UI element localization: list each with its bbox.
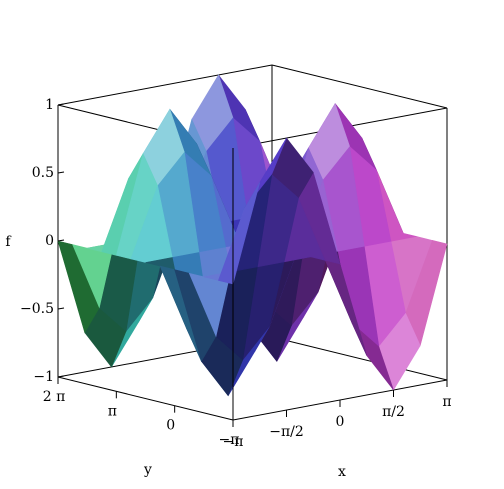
z-tick-label: 0.5 xyxy=(32,165,54,181)
z-tick-label: −0.5 xyxy=(20,301,54,317)
box-edge xyxy=(57,64,273,106)
x-tick-label: π xyxy=(442,394,451,410)
box-edge xyxy=(57,376,234,421)
z-tick xyxy=(57,307,65,310)
x-tick-label: −π/2 xyxy=(269,424,304,440)
y-axis-label: y xyxy=(143,462,152,478)
surface-patch xyxy=(218,182,261,285)
z-tick-label: 1 xyxy=(45,97,54,113)
z-tick xyxy=(57,239,65,242)
z-tick xyxy=(57,375,65,378)
y-tick-label: 2 π xyxy=(43,389,66,405)
z-axis-label: f xyxy=(5,234,12,250)
x-tick-label: 0 xyxy=(336,414,345,430)
x-tick-label: −π xyxy=(223,434,244,450)
box-edge xyxy=(271,64,448,109)
box-edge xyxy=(271,336,448,381)
x-axis-label: x xyxy=(338,464,346,480)
z-tick-label: 0 xyxy=(45,233,54,249)
x-tick-label: π/2 xyxy=(382,404,405,420)
y-tick-label: π xyxy=(108,403,117,419)
y-tick-label: 0 xyxy=(166,418,175,434)
y-tick-label: −π xyxy=(219,432,240,448)
z-tick xyxy=(57,103,65,106)
z-tick xyxy=(57,171,65,174)
z-tick-label: −1 xyxy=(33,369,54,385)
